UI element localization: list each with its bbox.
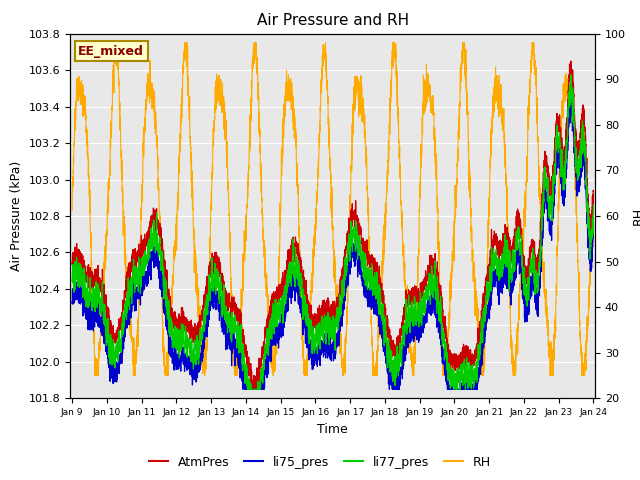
Y-axis label: Air Pressure (kPa): Air Pressure (kPa) (10, 161, 23, 271)
Legend: AtmPres, li75_pres, li77_pres, RH: AtmPres, li75_pres, li77_pres, RH (144, 451, 496, 474)
X-axis label: Time: Time (317, 423, 348, 436)
Y-axis label: RH: RH (632, 207, 640, 225)
Title: Air Pressure and RH: Air Pressure and RH (257, 13, 409, 28)
Text: EE_mixed: EE_mixed (78, 45, 144, 58)
